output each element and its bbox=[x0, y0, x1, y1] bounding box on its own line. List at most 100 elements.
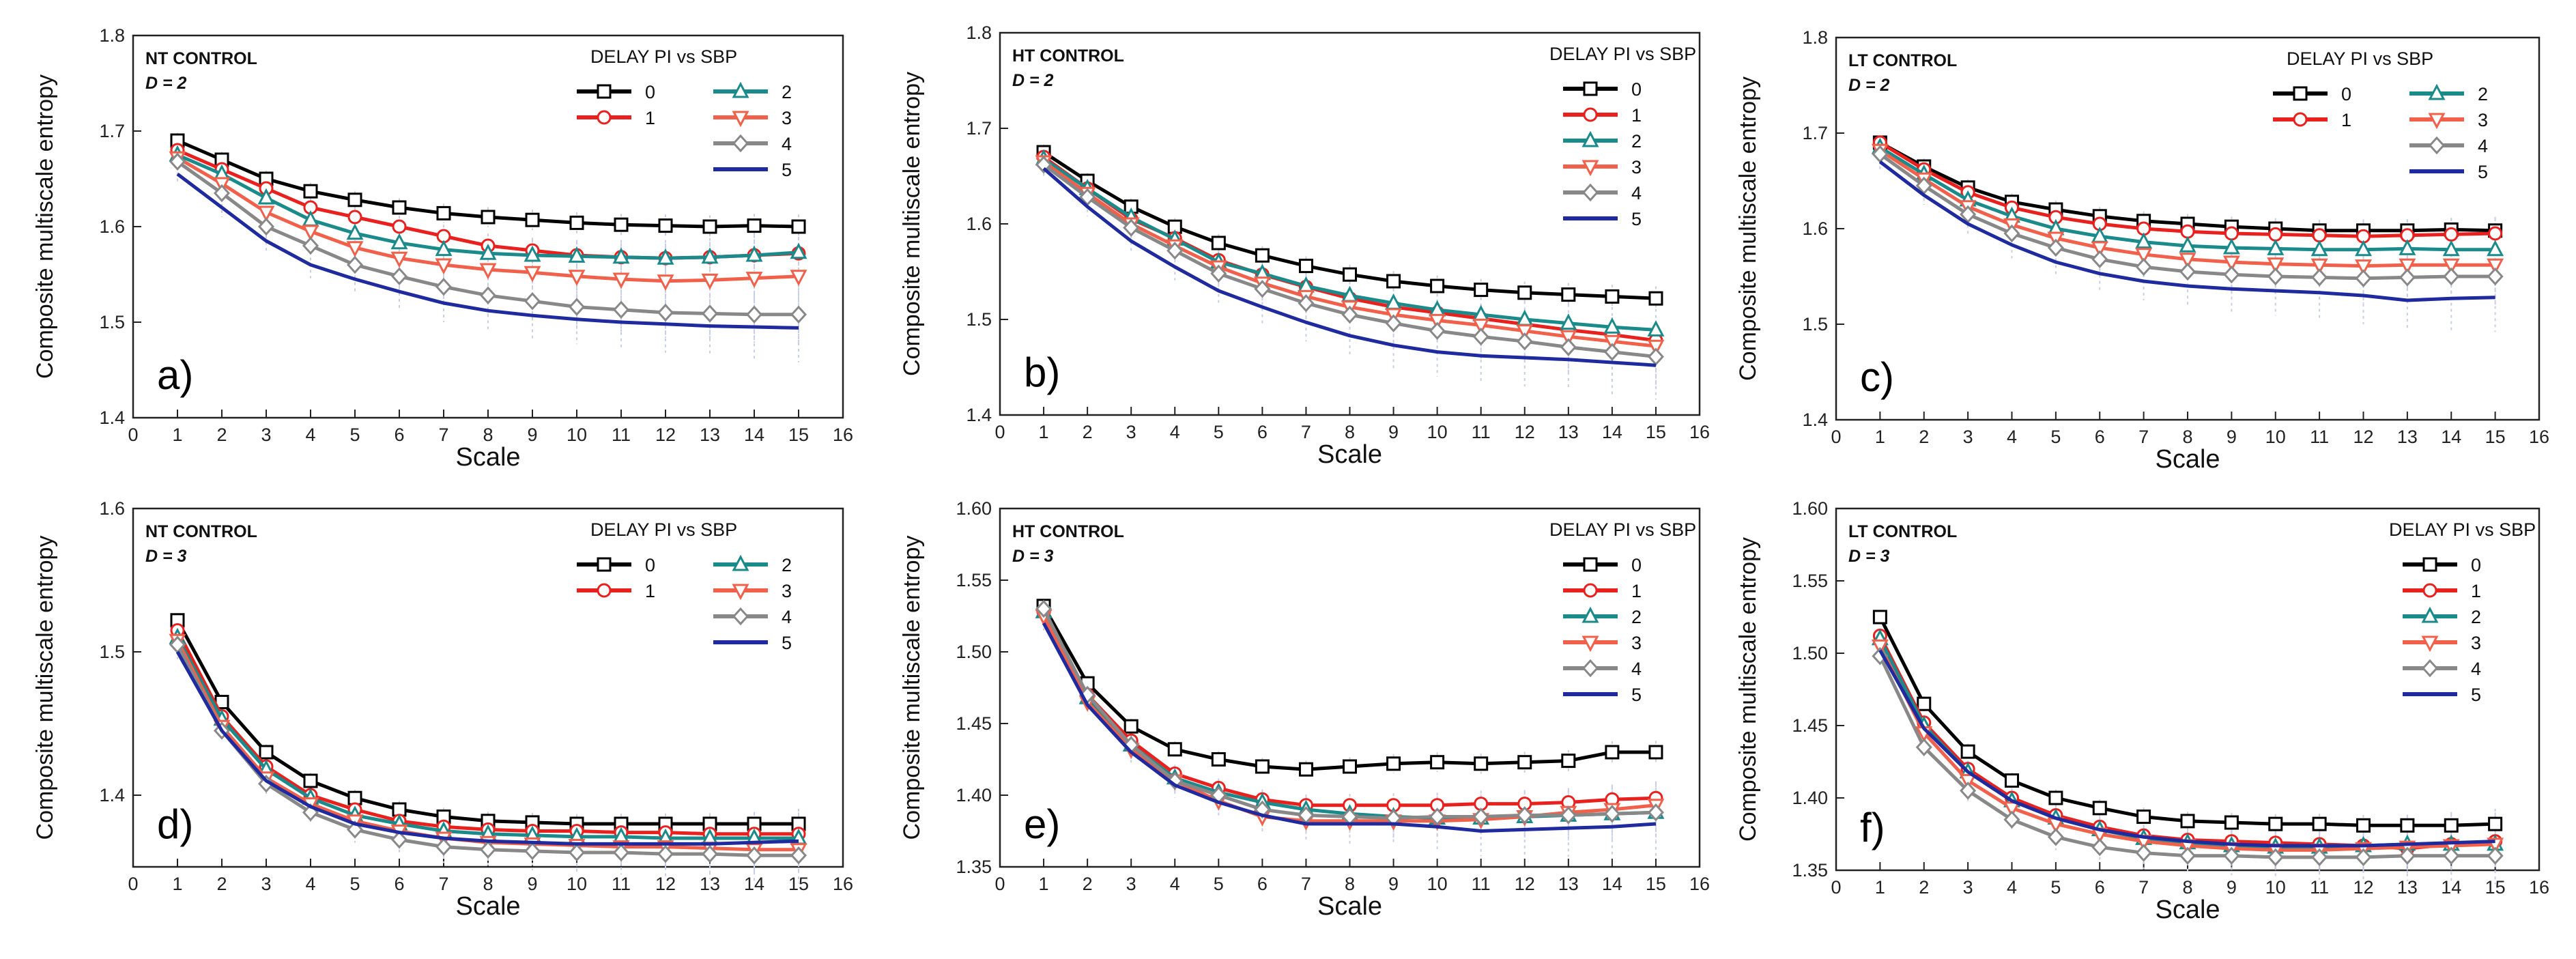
data-point bbox=[1123, 218, 1140, 237]
chart-panel: 0 1 2 3 4 5 6 7 8 9 10 11 12 13 14 15 161.41.51.6ScaleCo… bbox=[32, 498, 853, 921]
data-point bbox=[435, 838, 453, 856]
data-point bbox=[1960, 205, 1977, 224]
data-point bbox=[747, 218, 762, 233]
x-tick-label: 7 bbox=[438, 874, 448, 894]
data-point bbox=[2268, 227, 2283, 242]
data-point bbox=[612, 300, 630, 319]
data-point bbox=[2487, 258, 2504, 275]
y-tick-label: 1.5 bbox=[99, 642, 125, 662]
data-point bbox=[1960, 744, 1975, 759]
x-tick-label: 12 bbox=[2353, 877, 2373, 898]
data-point bbox=[1472, 327, 1489, 346]
data-point bbox=[2003, 224, 2020, 243]
data-point bbox=[1035, 599, 1053, 618]
panel-letter: a) bbox=[157, 352, 193, 398]
legend-label: 2 bbox=[1631, 607, 1642, 627]
legend-label: 5 bbox=[2471, 685, 2481, 705]
x-tick-label: 15 bbox=[2485, 877, 2506, 898]
legend-label: 2 bbox=[2478, 84, 2488, 104]
data-point bbox=[2355, 848, 2372, 867]
data-point bbox=[1430, 278, 1445, 294]
data-point bbox=[1211, 235, 1226, 251]
legend-label: 2 bbox=[782, 555, 792, 575]
x-tick-label: 0 bbox=[1831, 877, 1841, 898]
x-tick-label: 11 bbox=[612, 874, 631, 894]
series-0 bbox=[1872, 135, 2503, 238]
data-point bbox=[1603, 317, 1621, 334]
series-2 bbox=[169, 145, 807, 265]
data-point bbox=[2223, 846, 2240, 865]
legend-title: DELAY PI vs SBP bbox=[1549, 44, 1696, 64]
y-tick-label: 1.55 bbox=[956, 570, 992, 590]
data-point bbox=[1298, 259, 1313, 274]
legend-marker bbox=[1582, 130, 1599, 147]
data-point bbox=[2399, 846, 2416, 865]
x-tick-label: 6 bbox=[394, 874, 404, 894]
legend-marker bbox=[1582, 183, 1599, 202]
series-1 bbox=[1036, 604, 1663, 813]
y-tick-label: 1.50 bbox=[1792, 643, 1828, 663]
panel-title: NT CONTROL bbox=[145, 49, 257, 68]
legend-label: 0 bbox=[2471, 555, 2481, 575]
legend-marker bbox=[2293, 112, 2308, 127]
chart-panel: 0 1 2 3 4 5 6 7 8 9 10 11 12 13 14 15 161.41.51.61.71.8S… bbox=[899, 23, 1710, 469]
legend-title: DELAY PI vs SBP bbox=[2389, 519, 2536, 540]
data-point bbox=[614, 217, 629, 232]
data-point bbox=[1560, 330, 1577, 347]
y-tick-label: 1.60 bbox=[1792, 498, 1828, 519]
legend-marker bbox=[732, 607, 749, 626]
legend-marker bbox=[1582, 659, 1599, 678]
x-tick-label: 4 bbox=[305, 874, 315, 894]
data-point bbox=[701, 844, 719, 863]
y-tick-label: 1.6 bbox=[99, 216, 125, 237]
panel-subtitle: D = 3 bbox=[1848, 547, 1890, 566]
series-line bbox=[175, 629, 799, 836]
data-point bbox=[657, 248, 674, 265]
legend-label: 3 bbox=[2478, 110, 2488, 130]
data-point bbox=[2488, 226, 2503, 241]
data-point bbox=[1385, 314, 1402, 332]
y-tick-label: 1.4 bbox=[99, 785, 125, 805]
x-tick-label: 3 bbox=[1963, 877, 1973, 898]
legend-label: 3 bbox=[1631, 157, 1642, 177]
x-tick-label: 4 bbox=[2007, 877, 2017, 898]
data-point bbox=[2442, 240, 2460, 257]
series-4 bbox=[1872, 647, 2504, 867]
data-point bbox=[1254, 279, 1271, 298]
data-point bbox=[1474, 756, 1489, 771]
x-tick-label: 11 bbox=[1472, 422, 1491, 442]
data-point bbox=[1871, 639, 1889, 656]
data-point bbox=[1124, 719, 1139, 734]
series-4 bbox=[169, 635, 807, 865]
data-point bbox=[569, 215, 584, 230]
x-tick-label: 10 bbox=[1427, 874, 1448, 894]
legend-label: 1 bbox=[1631, 105, 1642, 126]
data-point bbox=[392, 219, 407, 234]
y-tick-label: 1.8 bbox=[1802, 27, 1828, 48]
legend-label: 0 bbox=[1631, 555, 1642, 575]
x-tick-label: 13 bbox=[1558, 422, 1579, 442]
data-point bbox=[1343, 267, 1357, 282]
legend-marker bbox=[1583, 81, 1598, 96]
legend-label: 0 bbox=[2341, 84, 2351, 104]
x-tick-label: 3 bbox=[1126, 874, 1136, 894]
legend-label: 4 bbox=[1631, 183, 1642, 203]
x-tick-label: 3 bbox=[1963, 427, 1973, 447]
data-point bbox=[701, 304, 719, 323]
data-point bbox=[2488, 816, 2503, 831]
x-tick-label: 4 bbox=[1170, 874, 1180, 894]
data-point bbox=[657, 303, 674, 322]
legend-title: DELAY PI vs SBP bbox=[1549, 519, 1696, 540]
x-tick-label: 12 bbox=[655, 425, 676, 445]
data-point bbox=[1603, 805, 1620, 823]
legend-marker bbox=[1583, 107, 1598, 122]
x-tick-label: 2 bbox=[1083, 422, 1093, 442]
legend: DELAY PI vs SBP 0 1 2 3 4 5 bbox=[577, 519, 792, 653]
y-tick-label: 1.6 bbox=[1802, 218, 1828, 239]
x-tick-label: 15 bbox=[1646, 422, 1666, 442]
data-point bbox=[525, 212, 540, 227]
x-axis-label: Scale bbox=[455, 443, 520, 472]
legend-label: 2 bbox=[1631, 131, 1642, 152]
x-tick-label: 10 bbox=[567, 425, 587, 445]
chart-panel: 0 1 2 3 4 5 6 7 8 9 10 11 12 13 14 15 161.351.401.451.50… bbox=[899, 498, 1710, 921]
